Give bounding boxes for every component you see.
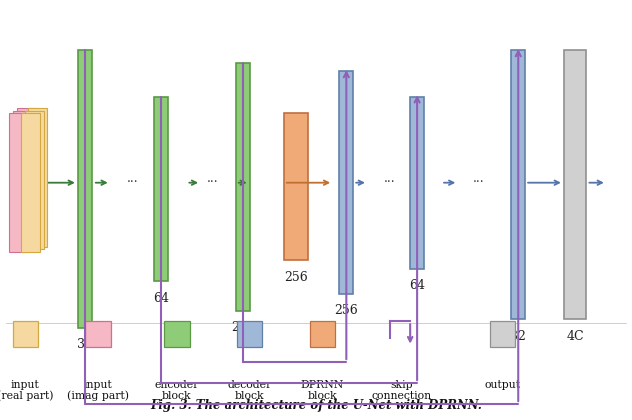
Text: 64: 64 — [153, 292, 169, 305]
Text: input: input — [83, 380, 112, 390]
Text: block: block — [308, 391, 337, 401]
Text: encoder: encoder — [155, 380, 199, 390]
Text: (real part): (real part) — [0, 391, 54, 401]
Bar — [13, 111, 32, 249]
Bar — [21, 113, 40, 252]
Bar — [410, 97, 424, 269]
Bar — [28, 108, 47, 247]
Bar — [511, 50, 525, 319]
Text: output: output — [485, 380, 520, 390]
Text: 256: 256 — [231, 321, 255, 334]
Bar — [154, 97, 168, 281]
Bar — [164, 321, 190, 346]
Text: connection: connection — [371, 391, 432, 401]
Text: 256: 256 — [334, 304, 358, 318]
Text: ···: ··· — [384, 176, 396, 189]
Text: 32: 32 — [77, 338, 94, 351]
Bar — [85, 321, 111, 346]
Bar — [9, 113, 28, 252]
Text: decoder: decoder — [228, 380, 272, 390]
Bar — [237, 321, 262, 346]
Text: 256: 256 — [284, 271, 308, 284]
Text: block: block — [162, 391, 191, 401]
Text: Fig. 3. The architecture of the U-Net with DPRNN.: Fig. 3. The architecture of the U-Net wi… — [150, 399, 482, 412]
Bar — [78, 50, 92, 328]
Bar — [25, 111, 44, 249]
Text: skip: skip — [390, 380, 413, 390]
Text: 32: 32 — [510, 330, 526, 343]
Text: DPRNN: DPRNN — [301, 380, 344, 390]
Bar — [564, 50, 586, 319]
Text: 64: 64 — [409, 279, 425, 292]
Text: (imag part): (imag part) — [67, 391, 129, 401]
Bar — [13, 321, 38, 346]
Bar — [236, 63, 250, 311]
Text: 4C: 4C — [13, 338, 31, 351]
Text: 4C: 4C — [566, 330, 584, 343]
Bar — [339, 71, 353, 294]
Text: block: block — [235, 391, 264, 401]
Bar — [310, 321, 335, 346]
Text: ···: ··· — [127, 176, 138, 189]
Text: ···: ··· — [473, 176, 484, 189]
Bar — [17, 108, 36, 247]
Bar — [284, 113, 308, 260]
Text: ···: ··· — [207, 176, 219, 189]
Bar — [490, 321, 515, 346]
Text: input: input — [11, 380, 40, 390]
